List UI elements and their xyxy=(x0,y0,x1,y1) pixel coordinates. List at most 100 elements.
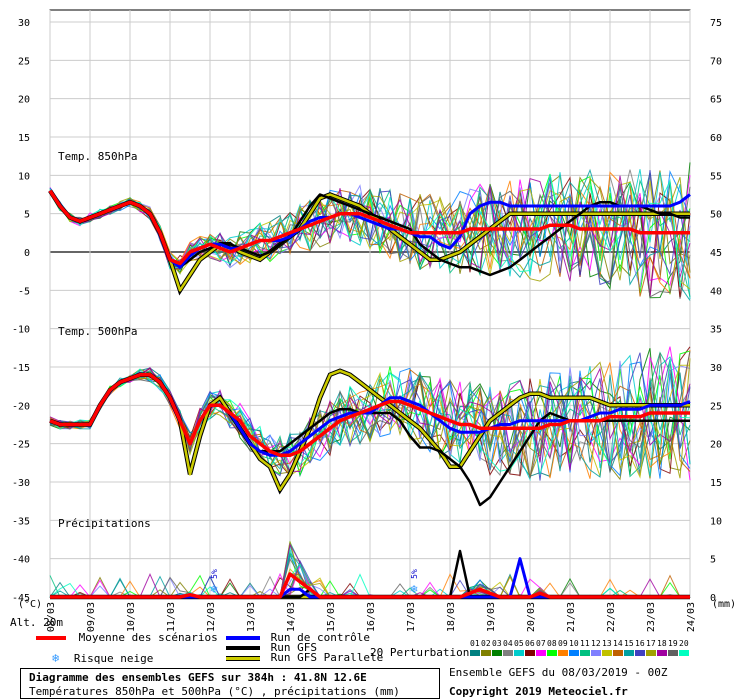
perturbation-swatch-07 xyxy=(536,650,546,656)
legend-snow-label: Risque neige xyxy=(73,652,154,665)
perturbation-swatch-02 xyxy=(481,650,491,656)
perturbation-id-02: 02 xyxy=(481,639,491,648)
perturbation-swatch-15 xyxy=(624,650,634,656)
x-date-tick-label: 15/03 xyxy=(326,602,337,632)
perturbation-swatch-12 xyxy=(591,650,601,656)
x-date-tick-label: 14/03 xyxy=(286,602,297,632)
legend-gfs-parallel-swatch xyxy=(226,655,260,661)
info-title: Diagramme des ensembles GEFS sur 384h : … xyxy=(29,671,367,684)
y-right-tick-label: 20 xyxy=(710,440,722,451)
perturbation-id-12: 12 xyxy=(591,639,601,648)
grid xyxy=(49,9,691,598)
info-box: Diagramme des ensembles GEFS sur 384h : … xyxy=(20,668,440,699)
x-date-tick-label: 13/03 xyxy=(246,602,257,632)
perturbation-id-18: 18 xyxy=(657,639,667,648)
y-right-tick-label: 60 xyxy=(710,133,722,144)
x-date-tick-label: 11/03 xyxy=(166,602,177,632)
perturbation-swatch-10 xyxy=(569,650,579,656)
x-date-tick-label: 17/03 xyxy=(406,602,417,632)
x-date-tick-label: 23/03 xyxy=(646,602,657,632)
x-date-tick-label: 19/03 xyxy=(486,602,497,632)
perturbation-swatches xyxy=(470,650,690,656)
perturbation-id-06: 06 xyxy=(525,639,535,648)
perturbation-id-09: 09 xyxy=(558,639,568,648)
legend-mean: Moyenne des scénarios xyxy=(36,631,218,644)
y-left-tick-label: -45 xyxy=(12,593,30,604)
y-left-tick-label: 5 xyxy=(24,210,30,221)
y-left-tick-label: 0 xyxy=(24,248,30,259)
perturbation-id-04: 04 xyxy=(503,639,513,648)
y-right-tick-label: 25 xyxy=(710,401,722,412)
x-date-tick-label: 08/03 xyxy=(46,602,57,632)
mean-t500-line xyxy=(49,372,690,457)
legend-control-label: Run de contrôle xyxy=(270,631,370,644)
snow-percent-label: 5% xyxy=(210,569,219,579)
legend-gfs-parallel-label: Run GFS Parallele xyxy=(270,651,384,664)
perturbation-swatch-04 xyxy=(503,650,513,656)
perturbation-id-01: 01 xyxy=(470,639,480,648)
legend-control-swatch xyxy=(226,636,260,640)
y-left-tick-label: 30 xyxy=(18,18,30,29)
y-right-tick-label: 45 xyxy=(710,248,722,259)
perturbation-id-20: 20 xyxy=(679,639,689,648)
panel-label-precip: Précipitations xyxy=(58,517,151,530)
perturbation-swatch-13 xyxy=(602,650,612,656)
perturbation-swatch-11 xyxy=(580,650,590,656)
perturbation-swatch-08 xyxy=(547,650,557,656)
y-left-tick-label: -25 xyxy=(12,440,30,451)
right-unit: (mm) xyxy=(712,599,737,610)
series-lines xyxy=(48,162,691,600)
perturbation-swatch-16 xyxy=(635,650,645,656)
y-right-tick-label: 15 xyxy=(710,478,722,489)
perturbation-id-14: 14 xyxy=(613,639,623,648)
y-left-tick-label: 20 xyxy=(18,95,30,106)
snowflake-icon: ❄ xyxy=(410,582,417,596)
info-subtitle: Températures 850hPa et 500hPa (°C) , pré… xyxy=(29,685,400,698)
y-left-tick-label: -15 xyxy=(12,363,30,374)
perturbation-swatch-17 xyxy=(646,650,656,656)
x-date-tick-label: 20/03 xyxy=(526,602,537,632)
y-left-tick-label: -40 xyxy=(12,555,30,566)
panel-label-t850: Temp. 850hPa xyxy=(58,150,138,163)
mean-precip-line xyxy=(50,572,690,599)
y-right-tick-label: 70 xyxy=(710,56,722,67)
y-left-tick-label: 10 xyxy=(18,171,30,182)
ensemble-info: Ensemble GEFS du 08/03/2019 - 00Z xyxy=(449,666,668,679)
perturbation-19-t850 xyxy=(49,184,691,298)
x-date-tick-label: 22/03 xyxy=(606,602,617,632)
snow-percent-label: 5% xyxy=(410,569,419,579)
perturbation-ids: 0102030405060708091011121314151617181920 xyxy=(470,639,690,648)
snowflake-icon: ❄ xyxy=(210,582,217,596)
perturbation-id-15: 15 xyxy=(624,639,634,648)
y-left-tick-label: 25 xyxy=(18,56,30,67)
snow-markers: 5% ❄ 5% ❄ xyxy=(210,569,419,596)
left-unit: (°C) xyxy=(18,599,43,610)
y-left-tick-label: -35 xyxy=(12,516,30,527)
y-right-tick-label: 5 xyxy=(710,555,716,566)
x-date-tick-label: 18/03 xyxy=(446,602,457,632)
alt-label: Alt. 20m xyxy=(10,616,63,629)
snowflake-icon: ❄ xyxy=(52,651,60,665)
x-date-tick-label: 24/03 xyxy=(686,602,697,632)
y-right-tick-label: 0 xyxy=(710,593,716,604)
y-left-tick-label: -20 xyxy=(12,401,30,412)
perturbation-id-10: 10 xyxy=(569,639,579,648)
legend-snow: ❄ Risque neige xyxy=(52,651,153,665)
perturbation-id-11: 11 xyxy=(580,639,590,648)
y-right-tick-label: 35 xyxy=(710,325,722,336)
y-right-tick-label: 55 xyxy=(710,171,722,182)
legend-mean-label: Moyenne des scénarios xyxy=(78,631,218,644)
y-left-tick-label: 15 xyxy=(18,133,30,144)
x-date-tick-label: 12/03 xyxy=(206,602,217,632)
mean-t850-line xyxy=(48,189,690,266)
perturbation-swatch-09 xyxy=(558,650,568,656)
perturbation-swatch-05 xyxy=(514,650,524,656)
perturbation-swatch-03 xyxy=(492,650,502,656)
perturbation-id-13: 13 xyxy=(602,639,612,648)
y-left-tick-label: -10 xyxy=(12,325,30,336)
perturbation-id-17: 17 xyxy=(646,639,656,648)
y-right-tick-label: 40 xyxy=(710,286,722,297)
y-right-tick-label: 10 xyxy=(710,516,722,527)
panel-label-t500: Temp. 500hPa xyxy=(58,325,138,338)
